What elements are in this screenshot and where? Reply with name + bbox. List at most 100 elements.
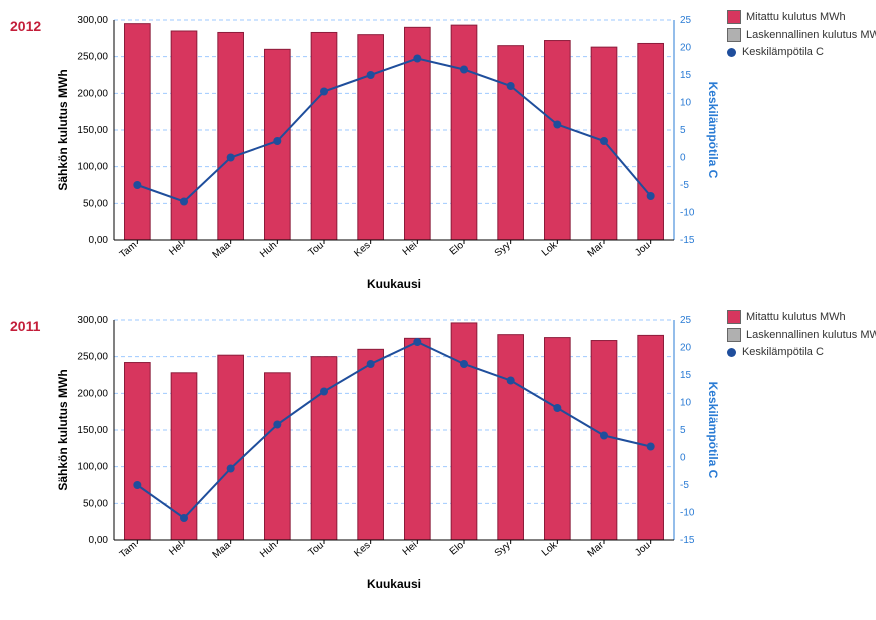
legend-label: Keskilämpötila C (742, 346, 824, 358)
legend-label: Laskennallinen kulutus MWh (746, 329, 876, 341)
y1-tick-label: 300,00 (77, 15, 108, 26)
bar (498, 46, 524, 240)
temperature-marker (133, 481, 141, 489)
temperature-marker (320, 88, 328, 96)
y2-tick-label: 15 (680, 70, 692, 81)
legend-item: Laskennallinen kulutus MWh (727, 28, 876, 42)
bar (264, 373, 290, 540)
legend-swatch (727, 28, 741, 42)
bar (311, 32, 337, 240)
chart-wrap: 0,0050,00100,00150,00200,00250,00300,00-… (49, 10, 719, 300)
legend: Mitattu kulutus MWh Laskennallinen kulutu… (727, 10, 876, 62)
bar (404, 338, 430, 540)
legend-marker-icon (727, 348, 736, 357)
bar (358, 35, 384, 240)
temperature-marker (273, 421, 281, 429)
y1-tick-label: 150,00 (77, 425, 108, 436)
legend-marker-icon (727, 48, 736, 57)
legend: Mitattu kulutus MWh Laskennallinen kulutu… (727, 310, 876, 362)
x-tick-label: Mar (586, 539, 607, 559)
chart-svg: 0,0050,00100,00150,00200,00250,00300,00-… (49, 310, 719, 595)
y2-tick-label: -15 (680, 235, 695, 246)
x-tick-label: Kes (352, 540, 372, 560)
chart-wrap: 0,0050,00100,00150,00200,00250,00300,00-… (49, 310, 719, 600)
chart-row: 20120,0050,00100,00150,00200,00250,00300… (10, 10, 876, 300)
x-axis-label: Kuukausi (367, 277, 421, 291)
y2-tick-label: 10 (680, 98, 692, 109)
chart-row: 20110,0050,00100,00150,00200,00250,00300… (10, 310, 876, 600)
legend-label: Keskilämpötila C (742, 46, 824, 58)
y2-tick-label: 10 (680, 398, 692, 409)
y2-tick-label: 0 (680, 153, 686, 164)
bar (638, 335, 664, 540)
y2-tick-label: -5 (680, 180, 689, 191)
y1-tick-label: 50,00 (83, 198, 108, 209)
legend-swatch (727, 310, 741, 324)
x-tick-label: Huh (258, 240, 279, 260)
year-label: 2011 (10, 310, 49, 334)
legend-item: Laskennallinen kulutus MWh (727, 328, 876, 342)
chart-svg: 0,0050,00100,00150,00200,00250,00300,00-… (49, 10, 719, 295)
y1-tick-label: 150,00 (77, 125, 108, 136)
temperature-marker (413, 55, 421, 63)
x-tick-label: Syy (493, 540, 513, 559)
x-tick-label: Kes (352, 240, 372, 260)
x-tick-label: Tam (118, 540, 140, 561)
legend-swatch (727, 328, 741, 342)
legend-item: Keskilämpötila C (727, 46, 876, 58)
legend-item: Keskilämpötila C (727, 346, 876, 358)
temperature-marker (600, 432, 608, 440)
y2-tick-label: 15 (680, 370, 692, 381)
legend-label: Mitattu kulutus MWh (746, 311, 846, 323)
y2-tick-label: 25 (680, 15, 692, 26)
bar (311, 357, 337, 540)
bar (124, 24, 150, 240)
x-tick-label: Huh (258, 540, 279, 560)
legend-swatch (727, 10, 741, 24)
temperature-marker (227, 465, 235, 473)
x-tick-label: Hel (167, 240, 186, 258)
x-tick-label: Hel (167, 540, 186, 558)
x-tick-label: Tou (306, 540, 325, 559)
x-tick-label: Jou (633, 540, 652, 559)
y2-tick-label: -5 (680, 480, 689, 491)
temperature-marker (647, 192, 655, 200)
bar (591, 341, 617, 540)
bar (451, 323, 477, 540)
bar (451, 25, 477, 240)
temperature-marker (507, 82, 515, 90)
y2-axis-label: Keskilämpötila C (706, 382, 719, 479)
temperature-marker (180, 514, 188, 522)
bar (218, 355, 244, 540)
y1-tick-label: 200,00 (77, 88, 108, 99)
temperature-marker (600, 137, 608, 145)
y2-tick-label: 5 (680, 125, 686, 136)
bar (544, 41, 570, 240)
y1-tick-label: 200,00 (77, 388, 108, 399)
y1-tick-label: 0,00 (89, 235, 109, 246)
x-axis-label: Kuukausi (367, 577, 421, 591)
legend-label: Laskennallinen kulutus MWh (746, 29, 876, 41)
y1-tick-label: 250,00 (77, 352, 108, 363)
y1-tick-label: 50,00 (83, 498, 108, 509)
temperature-marker (553, 404, 561, 412)
x-tick-label: Hei (401, 240, 420, 258)
y2-tick-label: 20 (680, 343, 692, 354)
x-tick-label: Hei (401, 540, 420, 558)
legend-item: Mitattu kulutus MWh (727, 10, 876, 24)
temperature-marker (507, 377, 515, 385)
bar (358, 349, 384, 540)
y1-tick-label: 300,00 (77, 315, 108, 326)
y2-tick-label: -10 (680, 508, 695, 519)
y2-tick-label: 25 (680, 315, 692, 326)
x-tick-label: Elo (448, 540, 466, 558)
x-tick-label: Jou (633, 240, 652, 259)
y1-tick-label: 100,00 (77, 162, 108, 173)
y1-axis-label: Sähkön kulutus MWh (56, 69, 70, 190)
x-tick-label: Syy (493, 240, 513, 259)
x-tick-label: Tam (118, 240, 140, 261)
y2-tick-label: -10 (680, 208, 695, 219)
x-tick-label: Elo (448, 240, 466, 258)
y2-tick-label: 0 (680, 453, 686, 464)
bar (218, 32, 244, 240)
